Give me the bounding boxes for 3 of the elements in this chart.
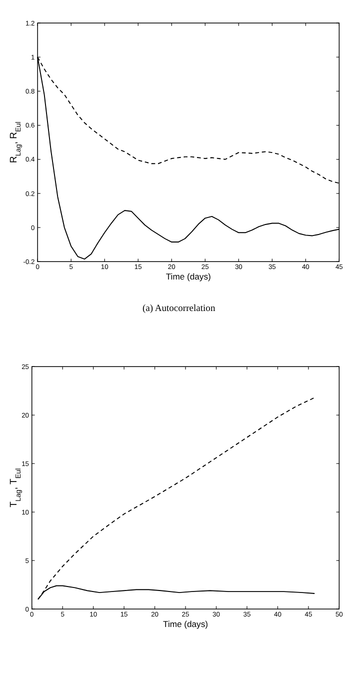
text: (a) Autocorrelation (142, 303, 216, 314)
x-axis-title: Time (days) (163, 619, 208, 630)
x-axis-title: Time (days) (166, 272, 212, 282)
